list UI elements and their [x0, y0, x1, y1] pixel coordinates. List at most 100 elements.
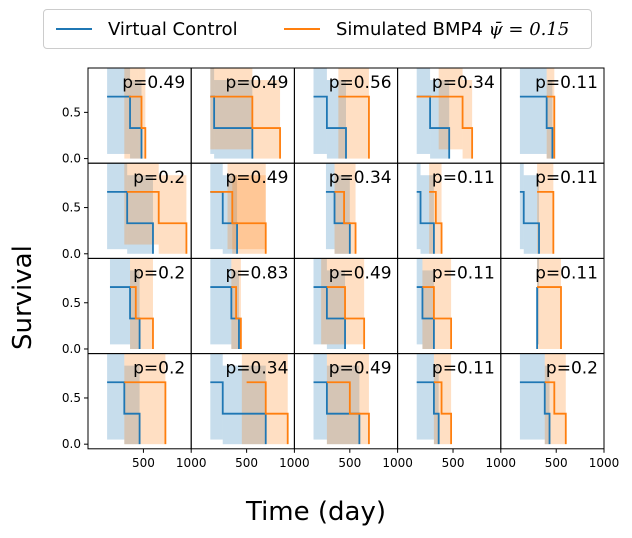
control-band-1 [519, 163, 524, 250]
legend-swatch-control [56, 28, 92, 30]
bmp4-survival-line [246, 381, 289, 445]
x-tick-label: 1000 [382, 456, 413, 470]
bmp4-band-2 [252, 80, 281, 159]
panel-4: p=0.34 [397, 67, 502, 164]
bmp4-survival-line [130, 286, 154, 349]
control-band-2 [222, 175, 238, 254]
y-tick-label: 0.5 [62, 391, 81, 405]
panel-11: p=0.2 [87, 257, 192, 355]
control-band-1 [107, 163, 128, 250]
p-value-label: p=0.34 [226, 359, 289, 379]
control-band-2 [130, 270, 140, 349]
panel-10: p=0.11 [500, 162, 605, 259]
p-value-label: p=0.11 [535, 263, 598, 283]
bmp4-band-1 [210, 68, 253, 150]
control-band-1 [519, 353, 545, 440]
control-band-2 [433, 365, 439, 445]
control-band-2 [422, 270, 434, 349]
control-survival-line [519, 381, 551, 445]
control-survival-line [107, 95, 143, 159]
control-survival-line [210, 286, 240, 349]
control-survival-line [313, 381, 361, 445]
p-value-label: p=0.49 [329, 263, 392, 283]
control-survival-line [416, 190, 435, 254]
x-tick-label: 1000 [279, 456, 310, 470]
x-tick-label: 500 [442, 456, 465, 470]
control-band-1 [325, 163, 335, 250]
panel-6: p=0.2 [87, 162, 192, 259]
control-band-2 [544, 365, 550, 445]
control-band-2 [326, 365, 360, 445]
control-band-2 [130, 80, 142, 159]
panel-20: p=0.2 [500, 353, 605, 450]
control-survival-line [313, 286, 346, 349]
control-survival-line [416, 381, 440, 445]
legend-entry-bmp4: Simulated BMP4 ψ̄ = 0.15 [284, 10, 569, 48]
bmp4-survival-line [326, 381, 370, 445]
p-value-label: p=0.2 [546, 359, 598, 379]
bmp4-band-1 [130, 258, 153, 349]
control-band-1 [210, 68, 215, 154]
x-tick-label: 1000 [589, 456, 620, 470]
p-value-label: p=0.34 [432, 73, 495, 93]
p-value-label: p=0.2 [133, 168, 185, 188]
control-survival-line [107, 381, 141, 445]
control-band-1 [313, 258, 327, 345]
panel-18: p=0.49 [293, 353, 399, 450]
control-band-2 [222, 365, 266, 445]
panel-8: p=0.34 [293, 162, 399, 259]
p-value-label: p=0.49 [226, 73, 289, 93]
p-value-label: p=0.11 [432, 359, 495, 379]
control-survival-line [313, 95, 347, 159]
control-band-1 [416, 68, 431, 154]
panel-5: p=0.11 [500, 67, 605, 164]
control-band-1 [416, 353, 434, 440]
p-value-label: p=0.2 [133, 359, 185, 379]
bmp4-survival-line [433, 381, 453, 445]
y-tick-label: 0.0 [62, 152, 81, 166]
p-value-label: p=0.11 [535, 73, 598, 93]
bmp4-band-1 [326, 353, 369, 445]
control-survival-line [416, 286, 435, 349]
panel-14: p=0.11 [397, 257, 502, 355]
bmp4-survival-line [537, 190, 555, 254]
control-band-1 [416, 163, 421, 250]
p-value-label: p=0.11 [535, 168, 598, 188]
x-tick-label: 500 [132, 456, 155, 470]
panel-1: p=0.49 [87, 67, 192, 164]
bmp4-survival-line [429, 190, 443, 254]
p-value-label: p=0.11 [432, 263, 495, 283]
legend: Virtual Control Simulated BMP4 ψ̄ = 0.15 [43, 9, 592, 49]
control-survival-line [519, 95, 554, 159]
bmp4-band-2 [158, 175, 187, 254]
bmp4-band-1 [537, 258, 561, 349]
control-band-2 [430, 80, 450, 159]
y-tick-label: 0.5 [62, 296, 81, 310]
legend-label-bmp4-prefix: Simulated BMP4 [336, 18, 489, 40]
legend-label-bmp4-math: ψ̄ = 0.15 [488, 18, 570, 40]
panel-3: p=0.56 [293, 67, 399, 164]
bmp4-band-1 [338, 68, 369, 159]
p-value-label: p=0.49 [122, 73, 185, 93]
y-tick-label: 0.5 [62, 201, 81, 215]
legend-swatch-bmp4 [284, 28, 320, 30]
bmp4-band-1 [124, 353, 166, 445]
bmp4-survival-line [422, 286, 453, 349]
x-tick-label: 1000 [486, 456, 517, 470]
legend-label-bmp4: Simulated BMP4 ψ̄ = 0.15 [336, 19, 569, 40]
bmp4-band-1 [241, 353, 288, 445]
x-tick-label: 500 [338, 456, 361, 470]
y-tick-label: 0.0 [62, 437, 81, 451]
panel-frame [500, 353, 605, 450]
bmp4-band-1 [227, 163, 266, 250]
bmp4-survival-line [416, 95, 474, 159]
x-axis-label: Time (day) [245, 497, 386, 527]
control-band-1 [416, 258, 423, 345]
control-band-2 [231, 270, 239, 349]
control-band-2 [420, 175, 434, 254]
control-survival-line [519, 190, 540, 254]
p-value-label: p=0.11 [432, 168, 495, 188]
control-band-1 [107, 353, 125, 440]
bmp4-band-1 [124, 68, 139, 159]
